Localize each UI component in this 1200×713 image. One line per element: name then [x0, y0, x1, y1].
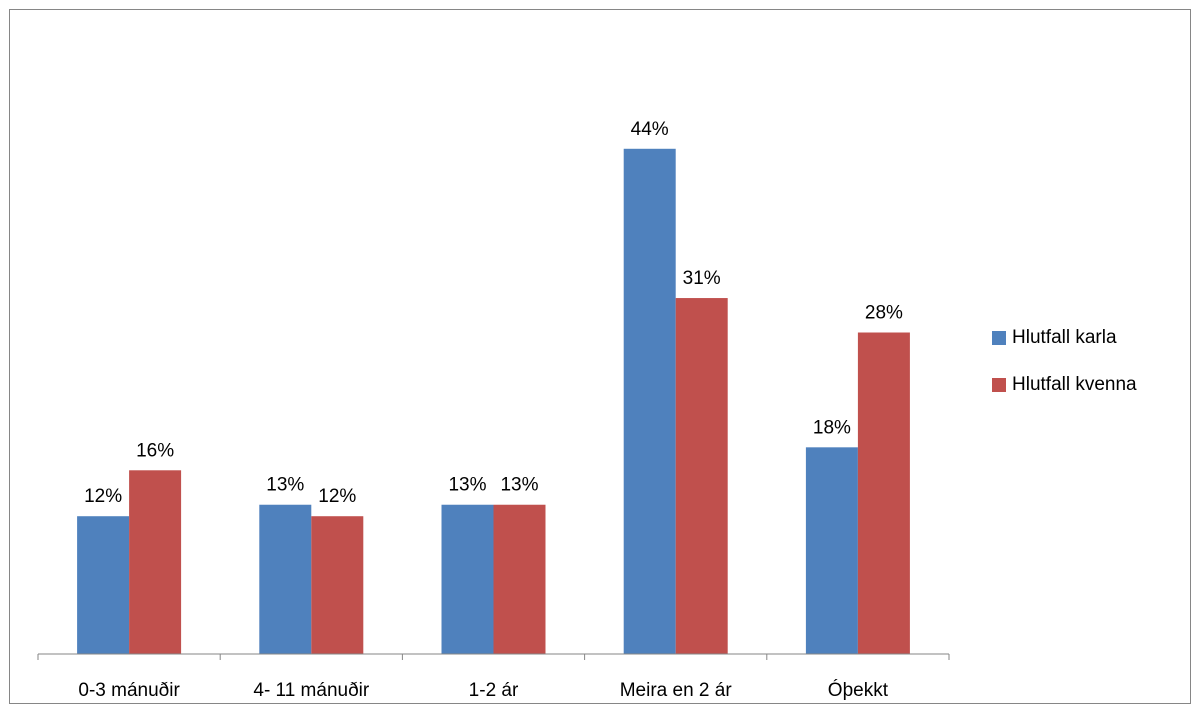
bar-kvenna-4: [857, 332, 910, 654]
legend: Hlutfall karla Hlutfall kvenna: [992, 327, 1137, 422]
bar-kvenna-2: [493, 504, 546, 654]
data-label-kvenna-1: 12%: [318, 486, 356, 507]
legend-label-kvenna: Hlutfall kvenna: [1012, 374, 1137, 395]
x-tick-label-1: 4- 11 mánuðir: [253, 680, 369, 701]
x-tick-label-2: 1-2 ár: [469, 680, 519, 701]
bar-karla-0: [77, 516, 130, 654]
bar-kvenna-1: [311, 516, 364, 654]
data-label-kvenna-4: 28%: [865, 302, 903, 323]
data-label-karla-1: 13%: [266, 475, 304, 496]
bar-karla-3: [623, 148, 676, 654]
legend-swatch-kvenna: [992, 378, 1006, 392]
x-tick-label-0: 0-3 mánuðir: [78, 680, 180, 701]
data-label-kvenna-3: 31%: [683, 268, 721, 289]
x-tick-label-4: Óþekkt: [828, 679, 889, 701]
data-label-karla-2: 13%: [448, 475, 486, 496]
bar-karla-4: [805, 447, 858, 654]
x-tick-label-3: Meira en 2 ár: [620, 680, 733, 701]
data-label-karla-4: 18%: [813, 417, 851, 438]
bar-karla-2: [441, 504, 494, 654]
chart-frame: [9, 9, 1191, 704]
bar-kvenna-0: [129, 470, 182, 654]
legend-item-kvenna: Hlutfall kvenna: [992, 374, 1137, 395]
data-label-karla-0: 12%: [84, 486, 122, 507]
bar-kvenna-3: [675, 298, 728, 654]
legend-swatch-karla: [992, 331, 1006, 345]
data-label-karla-3: 44%: [631, 119, 669, 140]
bar-karla-1: [259, 504, 312, 654]
data-label-kvenna-0: 16%: [136, 440, 174, 461]
legend-item-karla: Hlutfall karla: [992, 327, 1137, 348]
legend-label-karla: Hlutfall karla: [1012, 327, 1117, 348]
data-label-kvenna-2: 13%: [500, 475, 538, 496]
